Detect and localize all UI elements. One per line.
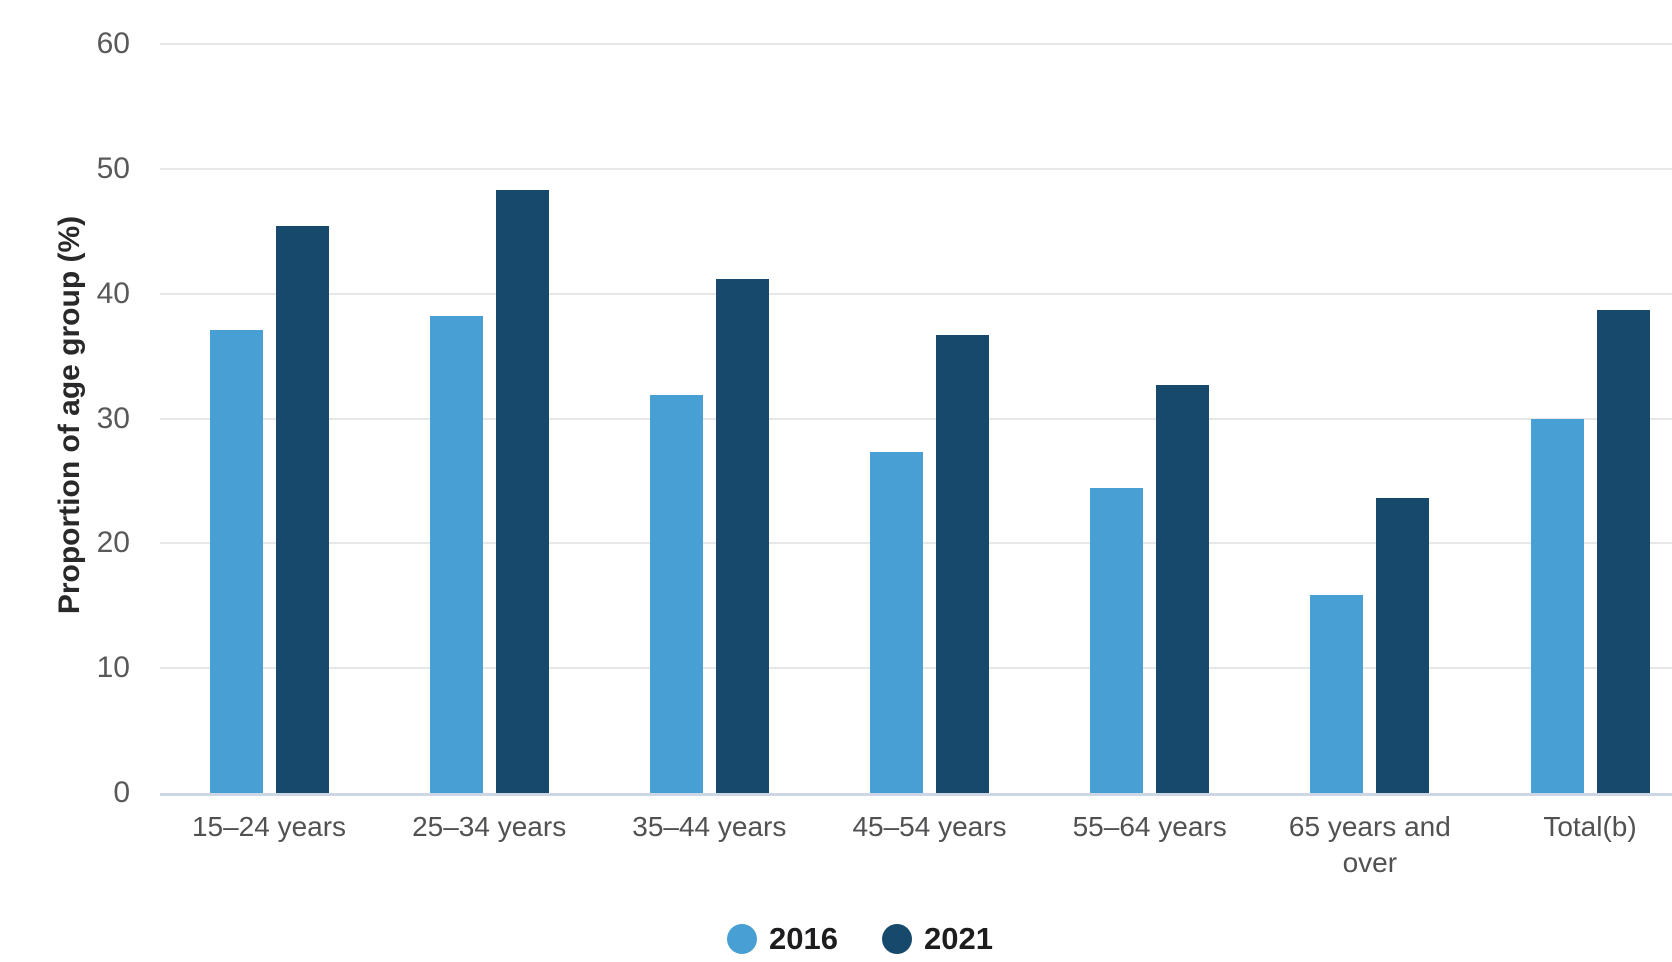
y-tick-label-0: 0 xyxy=(113,776,130,809)
bar-2016-category-3[interactable] xyxy=(870,452,923,793)
x-category-label-0: 15–24 years xyxy=(191,811,347,842)
gridline-0 xyxy=(160,793,1672,796)
bar-2016-category-2[interactable] xyxy=(649,394,703,793)
legend-item-2016[interactable]: 2016 xyxy=(727,921,838,957)
y-tick-label-30: 30 xyxy=(96,401,130,435)
bar-2021-category-6[interactable] xyxy=(1596,310,1650,793)
bar-2021-category-3[interactable] xyxy=(936,334,989,793)
gridline-30 xyxy=(160,417,1672,420)
bar-2016-category-6[interactable] xyxy=(1530,418,1584,793)
x-category-label-4: 55–64 years xyxy=(1072,811,1227,842)
gridline-50 xyxy=(160,168,1672,170)
bar-2021-category-5[interactable] xyxy=(1376,498,1430,793)
gridline-40 xyxy=(160,292,1672,295)
bar-2016-category-4[interactable] xyxy=(1090,488,1144,793)
bar-2021-category-2[interactable] xyxy=(715,278,769,793)
bar-2016-category-1[interactable] xyxy=(429,316,483,793)
legend-item-2021[interactable]: 2021 xyxy=(881,921,993,957)
x-category-label-1: 25–34 years xyxy=(412,811,567,842)
y-tick-label-20: 20 xyxy=(96,526,130,560)
legend-swatch-2021-icon xyxy=(881,924,912,954)
y-tick-label-40: 40 xyxy=(96,276,130,310)
legend-swatch-2016-icon xyxy=(727,924,757,954)
y-tick-label-60: 60 xyxy=(96,27,130,61)
legend-label-2016: 2016 xyxy=(769,921,838,956)
chart-legend: 2016 2021 xyxy=(727,917,993,961)
x-category-label-6: Total(b) xyxy=(1543,811,1637,842)
gridline-60 xyxy=(160,43,1672,46)
x-category-label-2: 35–44 years xyxy=(632,811,787,842)
bar-2016-category-0[interactable] xyxy=(209,329,263,793)
bar-2021-category-1[interactable] xyxy=(495,190,549,793)
y-tick-label-10: 10 xyxy=(96,651,130,685)
bar-2016-category-5[interactable] xyxy=(1310,594,1364,793)
x-category-label-5: 65 years and over xyxy=(1288,811,1451,878)
x-category-label-3: 45–54 years xyxy=(852,811,1007,842)
y-tick-label-50: 50 xyxy=(96,152,130,185)
legend-label-2021: 2021 xyxy=(923,921,993,956)
bar-2021-category-0[interactable] xyxy=(275,226,329,793)
bar-2021-category-4[interactable] xyxy=(1156,384,1210,793)
